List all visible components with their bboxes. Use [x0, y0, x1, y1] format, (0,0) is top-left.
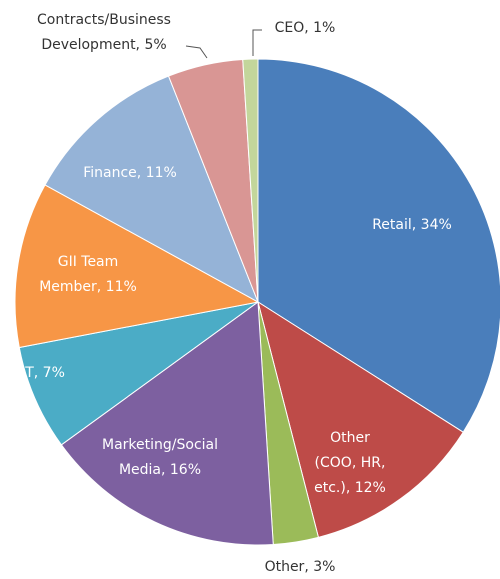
pie-slice	[60, 301, 274, 546]
data-label-line: GII Team	[58, 254, 119, 270]
data-label-line: Member, 11%	[39, 279, 137, 295]
data-label: Retail, 34%	[372, 217, 452, 233]
data-label: Marketing/Social Media, 16%	[102, 437, 218, 478]
data-label: IT, 7%	[21, 365, 65, 381]
pie-slice	[44, 75, 259, 304]
data-label-line: Contracts/Business	[37, 12, 171, 28]
data-label: GII Team Member, 11%	[39, 254, 137, 295]
data-label-line: (COO, HR,	[315, 455, 386, 471]
data-label-line: Other	[330, 430, 370, 446]
data-label: Finance, 11%	[83, 165, 177, 181]
data-label: Other (COO, HR, etc.), 12%	[314, 430, 386, 496]
data-label-line: Media, 16%	[119, 462, 201, 478]
data-label-line: Other, 3%	[265, 559, 336, 575]
data-label-line: Retail, 34%	[372, 217, 452, 233]
pie-slice	[18, 301, 259, 446]
data-label-line: IT, 7%	[21, 365, 65, 381]
data-label-line: etc.), 12%	[314, 480, 386, 496]
leader-line	[252, 29, 262, 56]
pie-slice	[257, 300, 464, 538]
data-label: CEO, 1%	[275, 20, 336, 36]
data-label-line: Finance, 11%	[83, 165, 177, 181]
data-label-line: Development, 5%	[41, 37, 166, 53]
pie-slice	[242, 58, 259, 303]
data-label: Contracts/Business Development, 5%	[37, 12, 171, 53]
data-label-line: Marketing/Social	[102, 437, 218, 453]
leader-line	[185, 45, 208, 59]
pie-slice	[14, 184, 260, 349]
data-label: Other, 3%	[265, 559, 336, 575]
data-label-line: CEO, 1%	[275, 20, 336, 36]
pie-slice	[257, 58, 500, 433]
